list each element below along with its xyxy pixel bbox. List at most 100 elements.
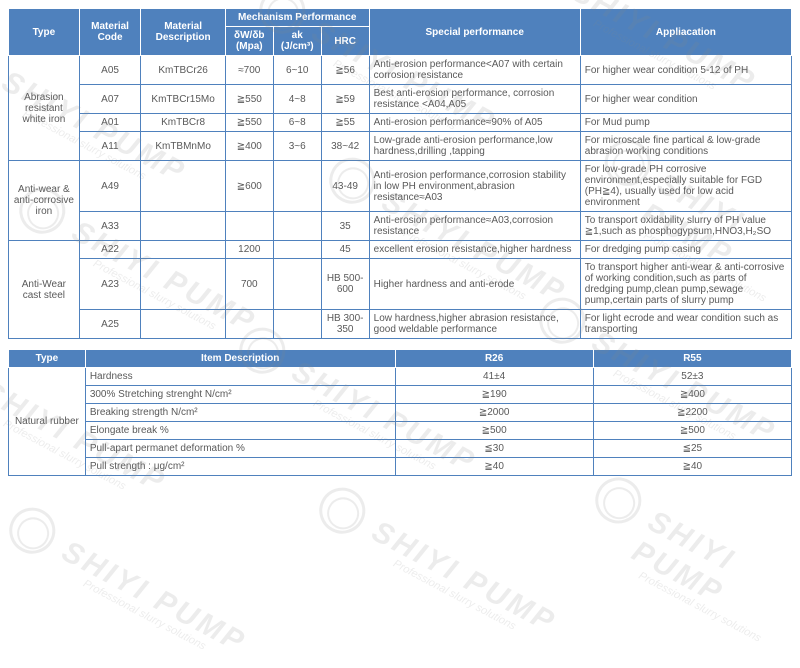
cell-r26: ≦30 [395, 440, 593, 458]
cell-m2 [273, 161, 321, 212]
cell-special: Best anti-erosion performance, corrosion… [369, 85, 580, 114]
cell-m3: 45 [321, 241, 369, 259]
materials-table: Type Material Code Material Description … [8, 8, 792, 339]
th2-r26: R26 [395, 350, 593, 368]
cell-m2: 6~10 [273, 56, 321, 85]
type-cell: Anti-wear & anti-corrosive iron [9, 161, 80, 241]
cell-desc [141, 241, 225, 259]
table-row: Abrasion resistant white ironA05KmTBCr26… [9, 56, 792, 85]
table-row: Pull-apart permanet deformation %≦30≦25 [9, 440, 792, 458]
watermark: SHIYI PUMPProfessional slurry solutions [52, 535, 252, 668]
cell-special: excellent erosion resistance,higher hard… [369, 241, 580, 259]
cell-r55: ≧2200 [593, 404, 791, 422]
cell-special: Anti-erosion performance<A07 with certai… [369, 56, 580, 85]
cell-m2: 3~6 [273, 132, 321, 161]
cell-desc: KmTBCr8 [141, 114, 225, 132]
cell-special: Anti-erosion performance≈A03,corrosion r… [369, 212, 580, 241]
cell-app: For low-grade PH corrosive environment,e… [580, 161, 791, 212]
cell-code: A22 [79, 241, 141, 259]
rubber-table: Type Item Description R26 R55 Natural ru… [8, 349, 792, 476]
table-row: 300% Stretching strenght N/cm²≧190≧400 [9, 386, 792, 404]
cell-r55: 52±3 [593, 368, 791, 386]
table-row: A07KmTBCr15Mo≧5504~8≧59Best anti-erosion… [9, 85, 792, 114]
cell-m3: 38~42 [321, 132, 369, 161]
th-special: Special performance [369, 9, 580, 56]
cell-special: Higher hardness and anti-erode [369, 259, 580, 310]
cell-code: A07 [79, 85, 141, 114]
cell-m3: HB 300-350 [321, 310, 369, 339]
cell-m3: HB 500-600 [321, 259, 369, 310]
cell-item: Pull strength : μg/cm² [85, 458, 395, 476]
cell-m3: ≧55 [321, 114, 369, 132]
cell-r55: ≧400 [593, 386, 791, 404]
cell-m2 [273, 212, 321, 241]
cell-m1: ≧400 [225, 132, 273, 161]
cell-m2 [273, 241, 321, 259]
table-row: A23 700 HB 500-600Higher hardness and anti… [9, 259, 792, 310]
cell-code: A01 [79, 114, 141, 132]
cell-app: For Mud pump [580, 114, 791, 132]
th-mech2: ak (J/cm³) [273, 27, 321, 56]
cell-m3: ≧56 [321, 56, 369, 85]
cell-r55: ≦25 [593, 440, 791, 458]
cell-desc: KmTBCr26 [141, 56, 225, 85]
cell-m1 [225, 310, 273, 339]
th2-r55: R55 [593, 350, 791, 368]
th-mech3: HRC [321, 27, 369, 56]
cell-m1: ≧600 [225, 161, 273, 212]
watermark: SHIYI PUMPProfessional slurry solutions [622, 505, 800, 653]
th-desc: Material Description [141, 9, 225, 56]
cell-special: Low hardness,higher abrasion resistance,… [369, 310, 580, 339]
cell-special: Low-grade anti-erosion performance,low h… [369, 132, 580, 161]
table-row: Pull strength : μg/cm²≧40≧40 [9, 458, 792, 476]
table-row: Anti-wear & anti-corrosive ironA49≧60043… [9, 161, 792, 212]
cell-code: A25 [79, 310, 141, 339]
cell-m3: ≧59 [321, 85, 369, 114]
table-row: Breaking strength N/cm²≧2000≧2200 [9, 404, 792, 422]
cell-desc [141, 259, 225, 310]
cell-m2: 4~8 [273, 85, 321, 114]
th-mech1: δW/δb (Mpa) [225, 27, 273, 56]
table-row: A25 HB 300-350Low hardness,higher abrasio… [9, 310, 792, 339]
cell-item: Elongate break % [85, 422, 395, 440]
cell-code: A49 [79, 161, 141, 212]
cell-app: For higher wear condition 5-12 of PH [580, 56, 791, 85]
th-type: Type [9, 9, 80, 56]
cell-r55: ≧40 [593, 458, 791, 476]
cell-app: For dredging pump casing [580, 241, 791, 259]
cell-code: A11 [79, 132, 141, 161]
table-row: A11KmTBMnMo≧4003~638~42Low-grade anti-er… [9, 132, 792, 161]
cell-item: 300% Stretching strenght N/cm² [85, 386, 395, 404]
cell-desc [141, 212, 225, 241]
cell-item: Breaking strength N/cm² [85, 404, 395, 422]
cell-m2 [273, 259, 321, 310]
th-mech: Mechanism Performance [225, 9, 369, 27]
cell-r26: ≧500 [395, 422, 593, 440]
cell-r26: ≧2000 [395, 404, 593, 422]
cell-code: A05 [79, 56, 141, 85]
th-app: Appliacation [580, 9, 791, 56]
th2-type: Type [9, 350, 86, 368]
cell-r26: 41±4 [395, 368, 593, 386]
cell-r26: ≧190 [395, 386, 593, 404]
cell-m1 [225, 212, 273, 241]
cell-m1: 700 [225, 259, 273, 310]
cell-desc [141, 161, 225, 212]
cell-m1: ≈700 [225, 56, 273, 85]
cell-app: To transport oxidability slurry of PH va… [580, 212, 791, 241]
type-cell: Anti-Wear cast steel [9, 241, 80, 339]
table-row: Anti-Wear cast steelA22120045excellent e… [9, 241, 792, 259]
cell-app: To transport higher anti-wear & anti-cor… [580, 259, 791, 310]
cell-code: A23 [79, 259, 141, 310]
th-code: Material Code [79, 9, 141, 56]
table-row: Natural rubberHardness41±452±3 [9, 368, 792, 386]
cell-special: Anti-erosion performance≈90% of A05 [369, 114, 580, 132]
cell-m3: 35 [321, 212, 369, 241]
cell-item: Hardness [85, 368, 395, 386]
cell-m2 [273, 310, 321, 339]
cell-m1: 1200 [225, 241, 273, 259]
cell-code: A33 [79, 212, 141, 241]
cell-m2: 6~8 [273, 114, 321, 132]
cell-special: Anti-erosion performance,corrosion stabi… [369, 161, 580, 212]
type-cell: Abrasion resistant white iron [9, 56, 80, 161]
